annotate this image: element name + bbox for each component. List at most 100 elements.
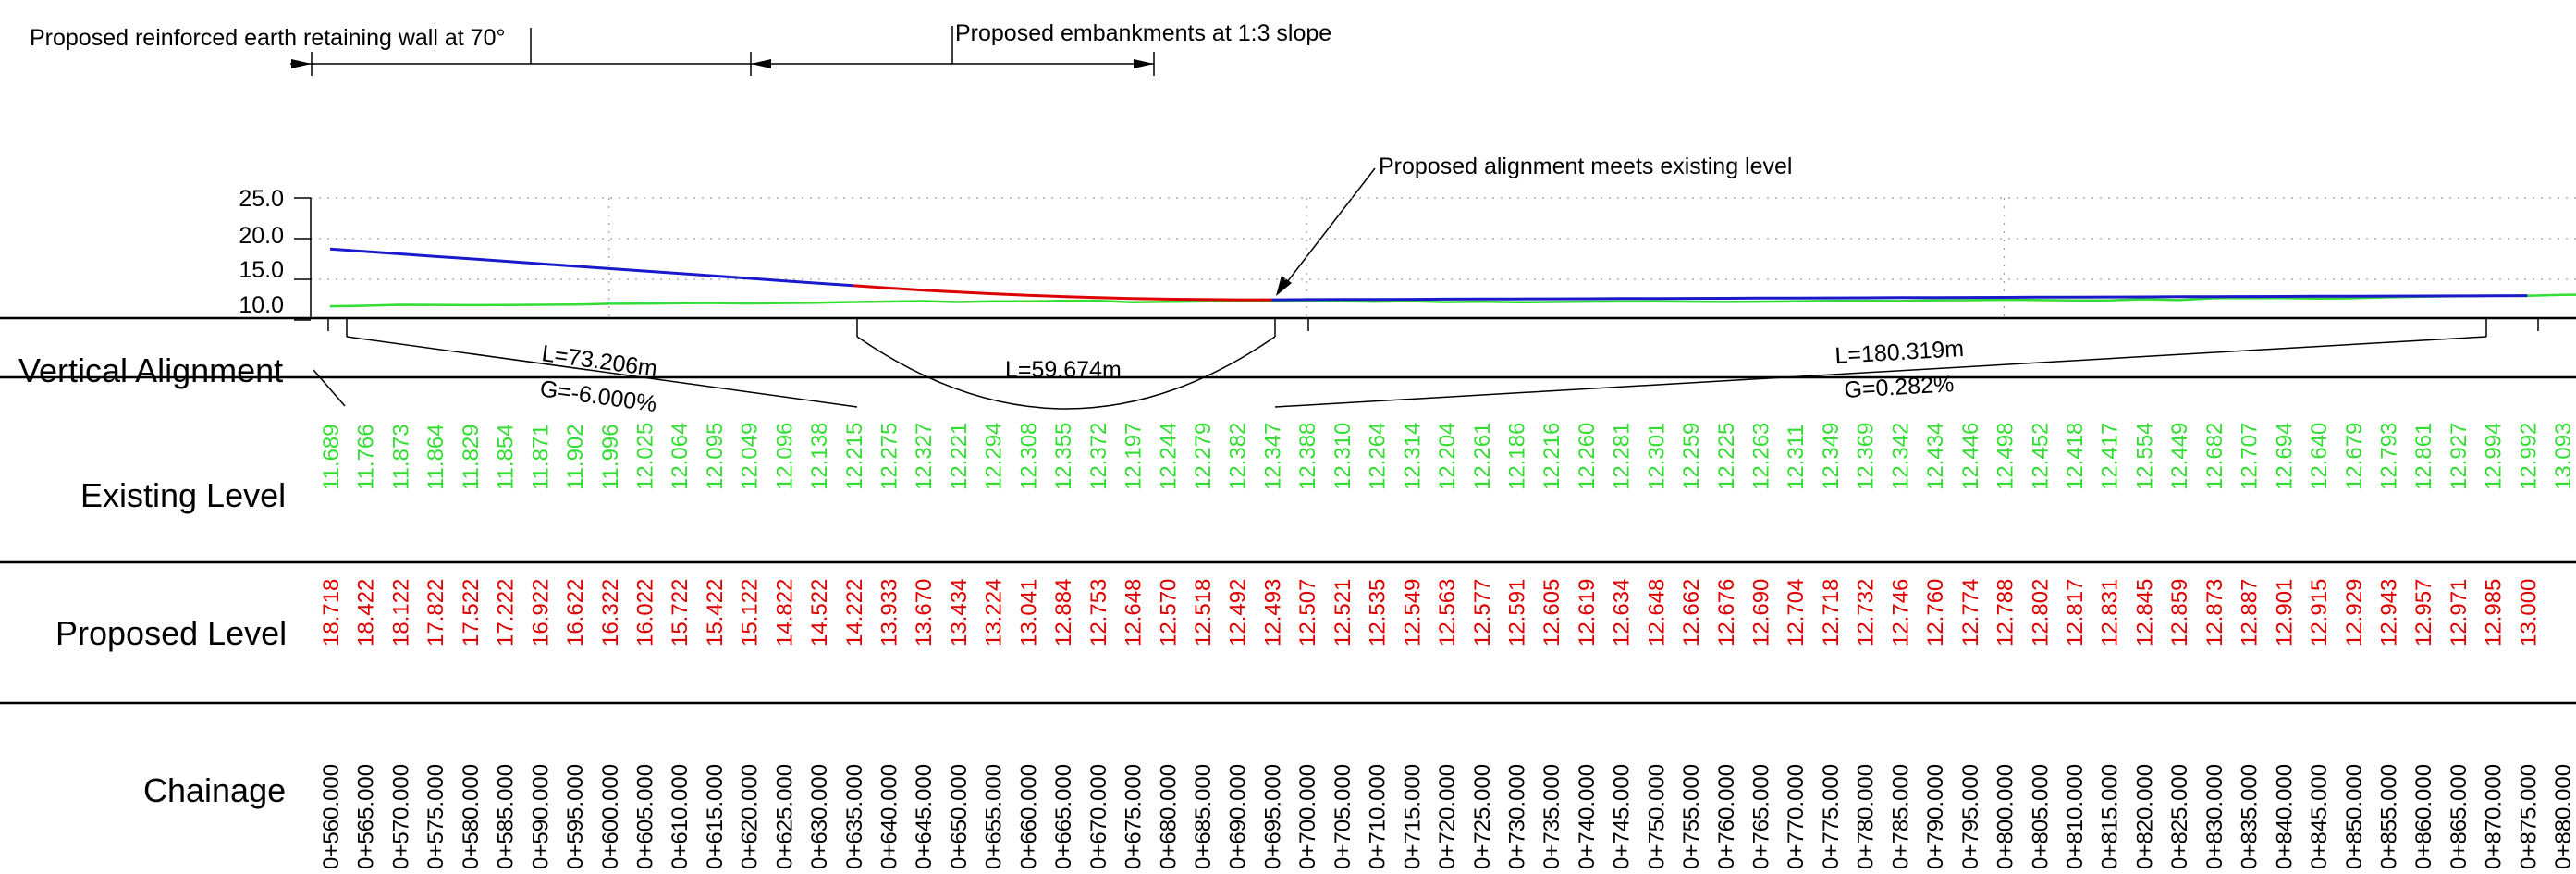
chainage-value: 0+685.000	[1191, 764, 1216, 869]
proposed-level-value: 12.831	[2098, 579, 2123, 646]
chainage-value: 0+560.000	[319, 764, 344, 869]
arrow-head-icon	[1134, 59, 1154, 68]
chainage-value: 0+750.000	[1644, 764, 1669, 869]
proposed-level-value: 12.492	[1226, 579, 1251, 646]
existing-level-value: 12.259	[1679, 423, 1704, 490]
seg2-grade-label: G=0.282%	[1844, 371, 1955, 403]
proposed-level-value: 12.591	[1504, 579, 1529, 646]
chainage-value: 0+695.000	[1260, 764, 1285, 869]
proposed-level-value: 12.859	[2167, 579, 2192, 646]
proposed-level-value: 12.901	[2272, 579, 2297, 646]
chainage-value: 0+805.000	[2028, 764, 2053, 869]
chainage-value: 0+705.000	[1331, 764, 1355, 869]
chainage-value: 0+610.000	[668, 764, 693, 869]
existing-level-value: 12.369	[1854, 423, 1879, 490]
existing-level-value: 12.025	[632, 423, 657, 490]
existing-level-value: 12.215	[842, 423, 867, 490]
proposed-level-value: 12.570	[1156, 579, 1181, 646]
chainage-value: 0+590.000	[528, 764, 553, 869]
proposed-level-value: 12.535	[1366, 579, 1391, 646]
existing-level-value: 11.873	[388, 424, 413, 490]
proposed-level-value: 16.022	[632, 579, 657, 646]
proposed-level-value: 12.549	[1400, 579, 1425, 646]
existing-level-value: 12.095	[703, 423, 728, 490]
existing-level-value: 12.260	[1575, 423, 1600, 490]
existing-level-value: 12.355	[1051, 423, 1076, 490]
existing-level-value: 12.311	[1784, 424, 1809, 490]
chainage-value: 0+660.000	[1016, 764, 1041, 869]
existing-level-value: 12.927	[2447, 423, 2472, 490]
existing-level-value: 12.372	[1086, 423, 1111, 490]
proposed-level-value: 12.788	[1993, 579, 2018, 646]
proposed-level-value: 12.929	[2342, 579, 2367, 646]
existing-level-value: 12.096	[772, 423, 797, 490]
existing-level-value: 12.417	[2098, 423, 2123, 490]
chainage-value: 0+780.000	[1854, 764, 1879, 869]
chainage-value: 0+615.000	[703, 764, 728, 869]
chainage-value: 0+645.000	[912, 764, 937, 869]
existing-level-value: 12.446	[1958, 423, 1983, 490]
chainage-value: 0+625.000	[772, 764, 797, 869]
existing-level-value: 12.221	[947, 423, 972, 490]
existing-level-value: 12.679	[2342, 423, 2367, 490]
y-tick-label: 25.0	[239, 186, 284, 212]
proposed-level-value: 16.622	[563, 579, 588, 646]
existing-level-value: 12.279	[1191, 423, 1216, 490]
proposed-level-value: 15.722	[668, 579, 693, 646]
existing-level-value: 11.871	[528, 424, 553, 490]
proposed-level-value: 12.704	[1784, 579, 1809, 646]
curve-length-label: L=59.674m	[1005, 357, 1122, 383]
row-title-proposed-level: Proposed Level	[55, 614, 287, 652]
chainage-value: 0+740.000	[1575, 764, 1600, 869]
chainage-value: 0+720.000	[1435, 764, 1460, 869]
chainage-value: 0+820.000	[2132, 764, 2157, 869]
existing-level-value: 12.554	[2132, 423, 2157, 490]
chainage-value: 0+745.000	[1610, 764, 1635, 869]
proposed-level-value: 13.670	[912, 579, 937, 646]
proposed-level-value: 13.000	[2516, 579, 2541, 646]
proposed-level-value: 12.774	[1958, 579, 1983, 646]
existing-level-value: 12.049	[738, 423, 763, 490]
chainage-value: 0+600.000	[598, 764, 623, 869]
chainage-value: 0+760.000	[1714, 764, 1739, 869]
proposed-level-value: 12.518	[1191, 579, 1216, 646]
chainage-value: 0+640.000	[877, 764, 902, 869]
existing-level-value: 12.216	[1539, 423, 1564, 490]
chainage-value: 0+835.000	[2238, 764, 2263, 869]
chainage-value: 0+595.000	[563, 764, 588, 869]
proposed-level-value: 12.521	[1331, 579, 1355, 646]
row-title-vertical-alignment: Vertical Alignment	[18, 351, 283, 389]
proposed-grade-line-1	[329, 247, 853, 288]
table-grid	[0, 316, 2576, 705]
existing-level-value: 11.689	[319, 424, 344, 490]
y-ticks	[294, 197, 311, 321]
chainage-value: 0+680.000	[1156, 764, 1181, 869]
existing-level-value: 11.829	[459, 424, 484, 490]
proposed-level-value: 12.648	[1122, 579, 1147, 646]
wall-note: Proposed reinforced earth retaining wall…	[30, 25, 505, 51]
proposed-level-value: 17.522	[459, 579, 484, 646]
proposed-level-value: 12.985	[2482, 579, 2507, 646]
proposed-level-value: 12.943	[2376, 579, 2401, 646]
proposed-level-value: 13.434	[947, 579, 972, 646]
chainage-value: 0+565.000	[354, 764, 379, 869]
chainage-value: 0+790.000	[1923, 764, 1948, 869]
existing-level-value: 12.682	[2202, 423, 2227, 490]
chainage-value: 0+735.000	[1539, 764, 1564, 869]
arrow-head-icon	[291, 59, 312, 68]
proposed-level-value: 12.563	[1435, 579, 1460, 646]
chainage-value: 0+810.000	[2063, 764, 2088, 869]
existing-level-value: 12.225	[1714, 423, 1739, 490]
proposed-level-value: 16.922	[528, 579, 553, 646]
proposed-level-value: 12.873	[2202, 579, 2227, 646]
existing-level-value: 12.310	[1331, 423, 1355, 490]
existing-level-value: 12.640	[2307, 423, 2332, 490]
y-tick-label: 10.0	[239, 292, 284, 318]
proposed-level-value: 18.122	[388, 579, 413, 646]
proposed-level-value: 12.817	[2063, 579, 2088, 646]
chainage-value: 0+650.000	[947, 764, 972, 869]
existing-level-value: 12.197	[1122, 423, 1147, 490]
existing-level-value: 11.902	[563, 424, 588, 490]
existing-level-value: 12.861	[2411, 423, 2436, 490]
y-tick-label: 15.0	[239, 257, 284, 283]
